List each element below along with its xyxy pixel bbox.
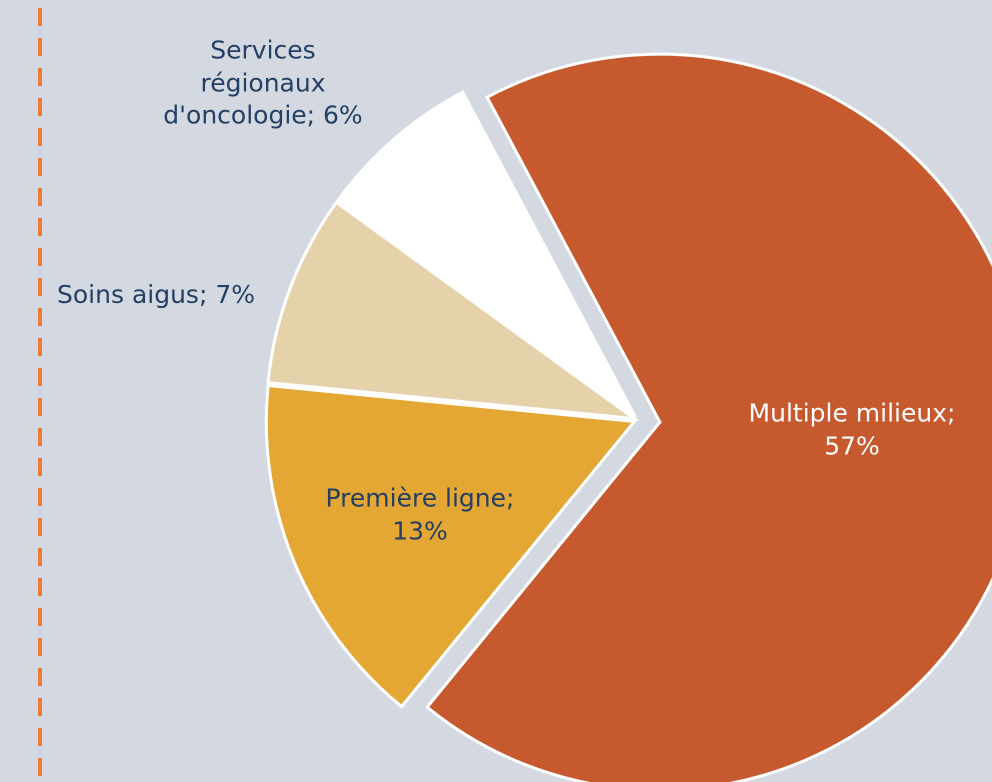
slice-label: Première ligne; 13%: [325, 483, 515, 546]
pie-slice: [264, 383, 638, 709]
slice-label: Multiple milieux; 57%: [748, 398, 956, 461]
pie-slice: [335, 90, 637, 419]
pie-slice: [266, 200, 640, 421]
slice-label: Soins aigus; 7%: [57, 279, 255, 309]
slice-label: Services régionaux d'oncologie; 6%: [163, 35, 363, 130]
pie-slice: [425, 52, 992, 782]
